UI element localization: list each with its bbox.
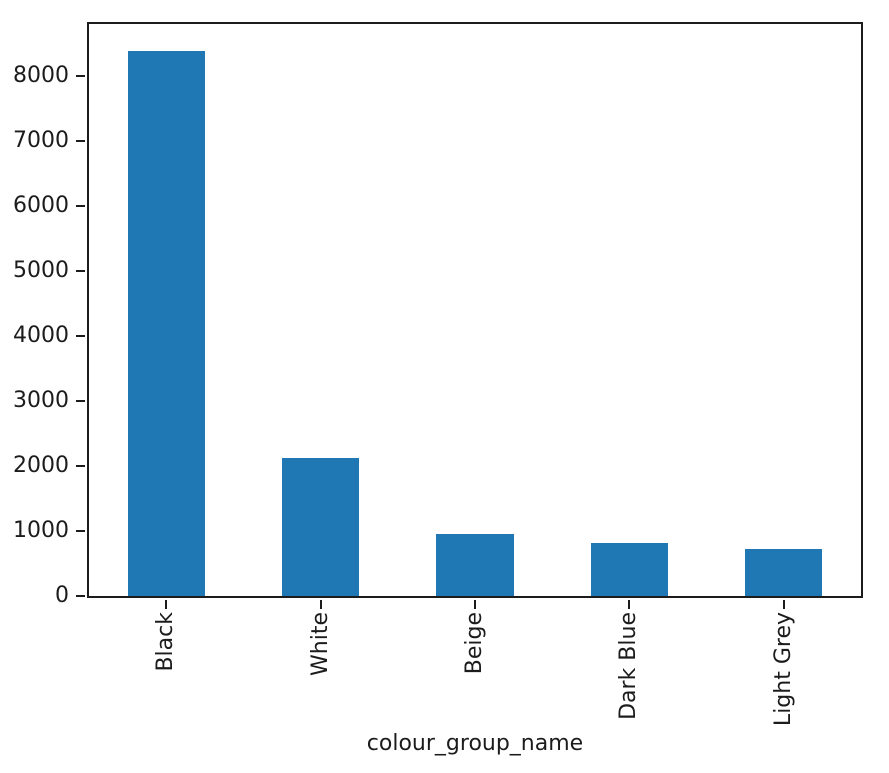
y-tick-mark-2000 (76, 465, 85, 467)
x-tick-mark-white (319, 600, 322, 609)
y-tick-label-7000: 7000 (13, 128, 69, 153)
x-tick-mark-beige (474, 600, 476, 609)
bar-light-grey (745, 549, 823, 596)
x-tick-label-light-grey: Light Grey (770, 612, 796, 727)
y-tick-label-8000: 8000 (13, 63, 69, 88)
x-tick-mark-light-grey (782, 600, 785, 609)
y-tick-mark-4000 (76, 335, 85, 337)
y-tick-mark-7000 (76, 140, 85, 142)
y-tick-label-4000: 4000 (13, 323, 69, 348)
bar-white (282, 458, 360, 596)
y-tick-mark-6000 (76, 205, 85, 207)
x-tick-label-beige: Beige (461, 612, 487, 675)
y-tick-mark-1000 (76, 530, 85, 532)
x-tick-label-black: Black (153, 612, 179, 672)
plot-area: 0 1000 2000 3000 4000 5000 6000 7000 8000 Black W… (13, 22, 863, 726)
y-tick-mark-3000 (76, 400, 85, 402)
y-tick-label-3000: 3000 (13, 388, 69, 413)
bar-beige (436, 533, 514, 596)
y-tick-mark-0 (76, 595, 85, 597)
x-tick-label-dark-blue: Dark Blue (616, 612, 642, 720)
x-axis-label: colour_group_name (366, 731, 584, 756)
x-tick-mark-dark-blue (628, 600, 631, 609)
y-tick-label-2000: 2000 (13, 453, 69, 478)
y-tick-mark-5000 (76, 270, 85, 272)
y-tick-label-1000: 1000 (13, 518, 69, 543)
x-tick-label-white: White (307, 612, 333, 676)
y-tick-label-6000: 6000 (13, 193, 69, 218)
y-tick-label-5000: 5000 (13, 258, 69, 283)
y-tick-label-0: 0 (55, 583, 69, 608)
bar-dark-blue (590, 542, 668, 596)
x-tick-mark-black (165, 600, 168, 609)
y-tick-mark-8000 (76, 75, 85, 77)
bar-black (127, 51, 205, 596)
